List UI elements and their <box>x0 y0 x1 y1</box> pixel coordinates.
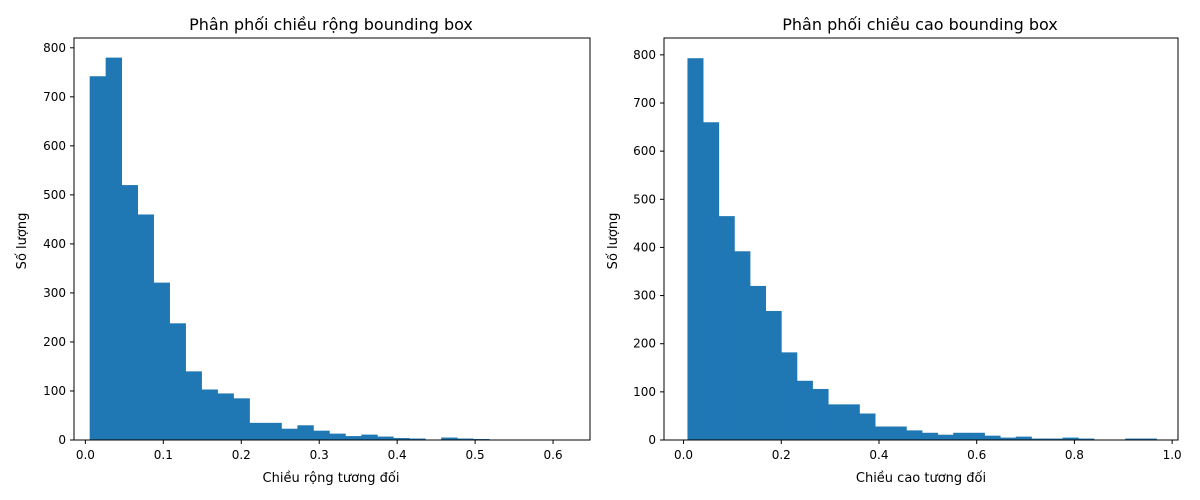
histogram-bar-7 <box>796 380 813 440</box>
bars-group <box>687 58 1157 440</box>
x-tick-label: 0.4 <box>869 448 888 462</box>
histogram-bar-25 <box>1078 438 1095 440</box>
x-tick-label: 0.6 <box>544 448 563 462</box>
x-tick-label: 0.2 <box>232 448 251 462</box>
y-tick-label: 400 <box>43 237 66 251</box>
x-ticks-group: 0.0 0.1 0.2 0.3 0.4 0.5 0.6 <box>76 440 563 462</box>
x-tick-label: 0.0 <box>76 448 95 462</box>
histogram-bar-22 <box>1031 438 1048 440</box>
x-tick-label: 0.4 <box>388 448 407 462</box>
histogram-bar-29 <box>1140 438 1157 440</box>
x-tick-label: 0.2 <box>772 448 791 462</box>
x-tick-label: 0.6 <box>967 448 986 462</box>
histogram-bar-23 <box>1047 438 1064 440</box>
y-tick-label: 100 <box>43 384 66 398</box>
histogram-bar-15 <box>329 433 346 440</box>
x-tick-label: 1.0 <box>1163 448 1182 462</box>
histogram-bar-14 <box>313 430 330 440</box>
y-tick-label: 600 <box>43 139 66 153</box>
histogram-bar-18 <box>377 436 394 440</box>
y-tick-label: 700 <box>633 96 656 110</box>
x-tick-label: 0.0 <box>674 448 693 462</box>
y-tick-label: 800 <box>43 41 66 55</box>
height-histogram-chart: Phân phối chiều cao bounding box Chiều c… <box>606 15 1182 486</box>
histogram-bar-0 <box>687 58 704 440</box>
histogram-bar-3 <box>137 214 154 440</box>
y-tick-label: 0 <box>58 433 66 447</box>
x-tick-label: 0.8 <box>1065 448 1084 462</box>
histogram-bar-10 <box>249 422 266 440</box>
histogram-bar-17 <box>953 432 970 440</box>
histogram-bar-22 <box>441 437 458 440</box>
y-tick-label: 400 <box>633 240 656 254</box>
histogram-bar-12 <box>875 426 892 440</box>
histogram-bar-5 <box>169 323 186 440</box>
histogram-bar-8 <box>812 388 829 440</box>
histogram-bar-7 <box>201 389 218 440</box>
y-tick-label: 700 <box>43 90 66 104</box>
x-tick-label: 0.3 <box>310 448 329 462</box>
chart-title: Phân phối chiều cao bounding box <box>782 15 1058 34</box>
y-tick-label: 200 <box>633 337 656 351</box>
y-tick-label: 300 <box>633 289 656 303</box>
y-tick-label: 800 <box>633 48 656 62</box>
histogram-bar-8 <box>217 393 234 440</box>
histogram-bar-21 <box>1015 436 1032 440</box>
histogram-bar-16 <box>345 436 362 440</box>
histogram-bar-2 <box>121 185 138 440</box>
histogram-bar-2 <box>718 216 735 440</box>
histogram-bar-15 <box>921 432 939 440</box>
histogram-bar-19 <box>984 435 1001 440</box>
y-tick-label: 100 <box>633 385 656 399</box>
histogram-bar-11 <box>265 422 282 440</box>
y-tick-label: 600 <box>633 144 656 158</box>
y-axis-label: Số lượng <box>15 213 30 270</box>
histogram-bar-17 <box>361 434 378 440</box>
histogram-bar-12 <box>281 428 298 440</box>
x-axis-label: Chiều rộng tương đối <box>263 471 400 486</box>
histogram-bar-28 <box>1125 438 1142 440</box>
bars-group <box>89 57 570 441</box>
histogram-bar-0 <box>89 76 107 441</box>
histogram-bar-1 <box>703 122 720 440</box>
histogram-bar-16 <box>937 434 954 440</box>
y-ticks-group: 0 100 200 300 400 500 600 700 800 <box>633 48 664 447</box>
y-tick-label: 0 <box>648 433 656 447</box>
histogram-bar-9 <box>828 404 845 440</box>
chart-title: Phân phối chiều rộng bounding box <box>189 15 473 34</box>
plot-frame <box>663 37 1179 441</box>
x-axis-label: Chiều cao tương đối <box>856 471 986 486</box>
histogram-bar-5 <box>765 310 782 440</box>
histogram-bar-13 <box>297 425 314 440</box>
histogram-bar-23 <box>457 438 474 440</box>
plot-frame <box>73 37 591 441</box>
histogram-bar-10 <box>843 404 860 440</box>
x-tick-label: 0.1 <box>154 448 173 462</box>
histogram-bar-3 <box>734 251 751 440</box>
y-axis-label: Số lượng <box>606 213 621 270</box>
histogram-bar-6 <box>185 371 202 440</box>
histogram-bar-20 <box>1000 437 1017 440</box>
width-histogram-chart: Phân phối chiều rộng bounding box Chiều … <box>15 15 591 486</box>
x-tick-label: 0.5 <box>466 448 485 462</box>
histogram-bar-11 <box>859 413 876 440</box>
histogram-bar-6 <box>781 352 798 440</box>
y-tick-label: 500 <box>43 188 66 202</box>
histogram-bar-19 <box>393 438 410 440</box>
histogram-bar-9 <box>233 398 250 440</box>
y-ticks-group: 0 100 200 300 400 500 600 700 800 <box>43 41 74 447</box>
histogram-bar-4 <box>749 285 767 440</box>
histogram-bar-4 <box>153 282 170 440</box>
histogram-bar-24 <box>1062 437 1079 440</box>
y-tick-label: 300 <box>43 286 66 300</box>
y-tick-label: 200 <box>43 335 66 349</box>
y-tick-label: 500 <box>633 192 656 206</box>
histogram-bar-1 <box>105 57 123 441</box>
histogram-bar-13 <box>890 426 907 440</box>
histogram-bar-20 <box>409 438 426 440</box>
x-ticks-group: 0.0 0.2 0.4 0.6 0.8 1.0 <box>674 440 1182 462</box>
histogram-bar-14 <box>906 430 923 440</box>
histogram-bar-18 <box>968 432 985 440</box>
